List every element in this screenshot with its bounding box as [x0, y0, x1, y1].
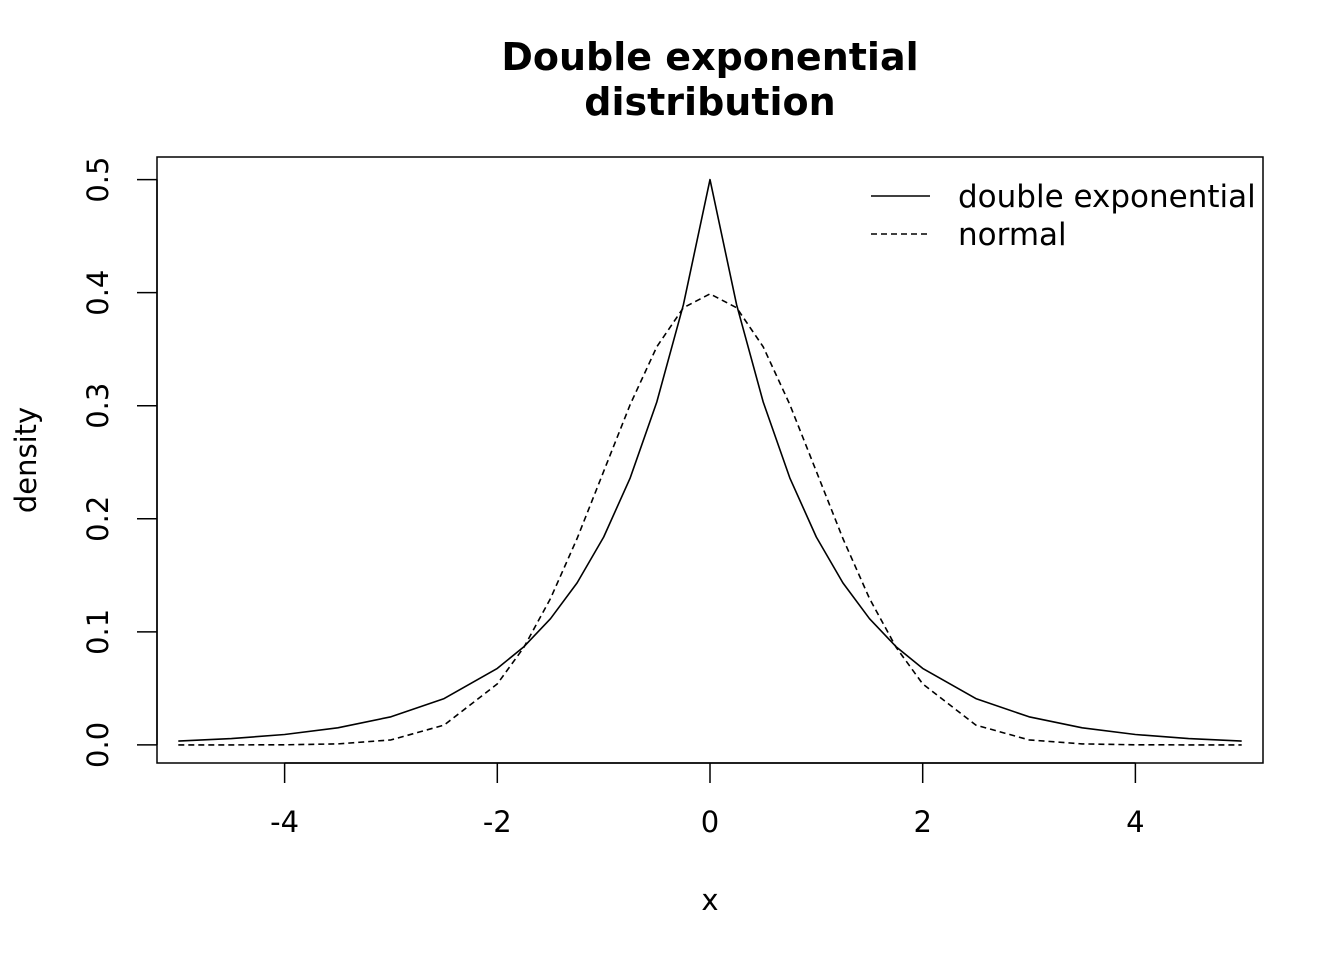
legend: double exponential normal [871, 179, 1256, 253]
chart-title-line-2: distribution [584, 80, 835, 124]
x-tick-label: -2 [483, 805, 512, 839]
y-tick-label: 0.2 [81, 496, 115, 542]
y-tick-label: 0.1 [81, 609, 115, 655]
chart-title-line-1: Double exponential [501, 35, 918, 79]
series-line-double-exponential [178, 178, 1242, 742]
x-tick-label: -4 [270, 805, 299, 839]
y-tick-label: 0.4 [81, 270, 115, 316]
y-tick-label: 0.5 [81, 157, 115, 203]
series-layer [178, 178, 1242, 746]
series-line-normal [178, 293, 1242, 746]
legend-label-normal: normal [958, 217, 1067, 253]
y-tick-label: 0.3 [81, 383, 115, 429]
x-tick-label: 0 [701, 805, 719, 839]
y-tick-label: 0.0 [81, 722, 115, 768]
x-tick-label: 4 [1126, 805, 1144, 839]
y-axis-label: density [9, 407, 43, 513]
x-tick-label: 2 [913, 805, 931, 839]
legend-label-double-exponential: double exponential [958, 179, 1256, 215]
y-axis: 0.0 0.1 0.2 0.3 0.4 0.5 [81, 157, 158, 768]
plot-frame [156, 156, 1264, 764]
x-axis: -4 -2 0 2 4 [270, 762, 1145, 839]
x-axis-label: x [701, 883, 718, 917]
